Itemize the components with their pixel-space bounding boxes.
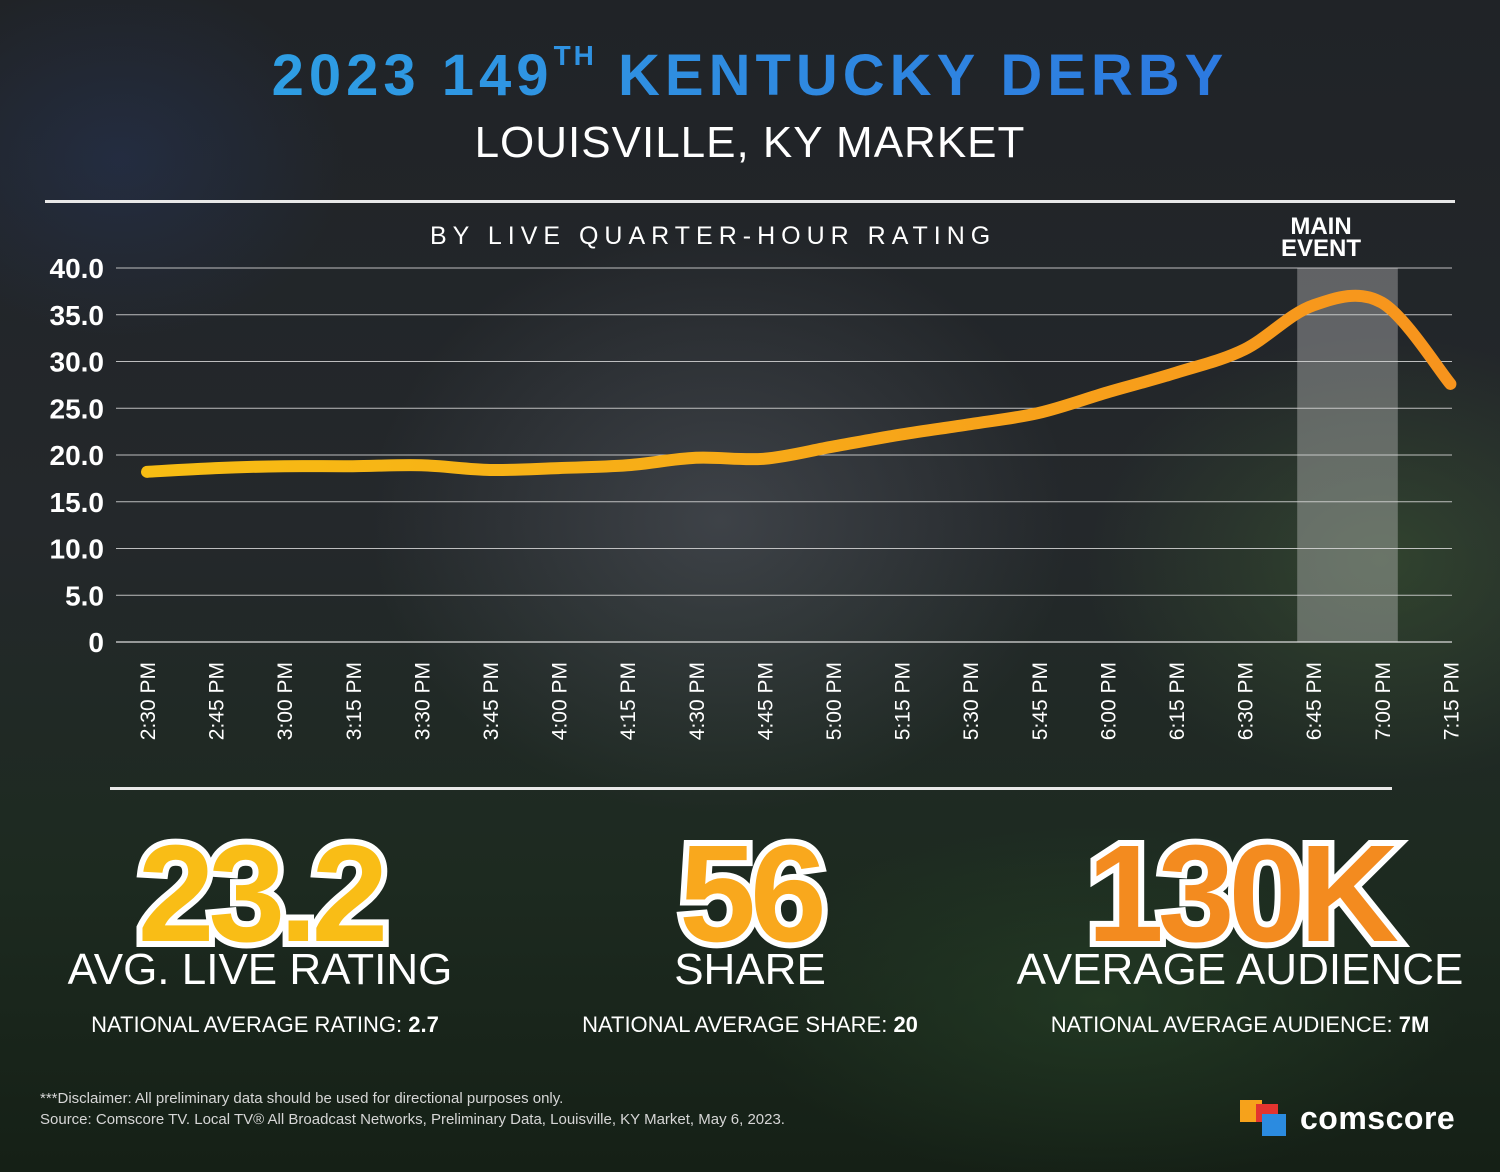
y-tick-label: 5.0 (65, 580, 104, 611)
y-tick-label: 20.0 (50, 440, 105, 471)
rating-point-6-15-pm (1170, 367, 1182, 379)
x-tick-label: 4:45 PM (754, 662, 777, 740)
x-tick-label: 6:00 PM (1097, 662, 1120, 740)
x-tick-label: 5:45 PM (1029, 662, 1052, 740)
y-tick-label: 10.0 (50, 534, 105, 565)
x-tick-label: 5:30 PM (960, 662, 983, 740)
x-tick-label: 7:00 PM (1372, 662, 1395, 740)
share-value: 56 (673, 811, 833, 977)
main-event-label-line2: EVENT (1280, 235, 1361, 262)
x-tick-label: 5:15 PM (892, 662, 915, 740)
x-tick-label: 6:15 PM (1166, 662, 1189, 740)
bottom-divider (110, 787, 1392, 790)
rating-point-6-45-pm (1307, 299, 1319, 311)
y-tick-label: 30.0 (50, 347, 105, 378)
rating-point-4-45-pm (758, 453, 770, 465)
x-tick-label: 2:45 PM (206, 662, 229, 740)
chart-title: BY LIVE QUARTER-HOUR RATING (430, 222, 997, 250)
rating-point-5-45-pm (1033, 407, 1045, 419)
disclaimer-text: ***Disclaimer: All preliminary data shou… (40, 1090, 564, 1107)
top-divider (45, 200, 1455, 203)
x-tick-label: 4:00 PM (549, 662, 572, 740)
main-event-label-line1: MAIN (1290, 213, 1352, 240)
x-tick-label: 3:45 PM (480, 662, 503, 740)
rating-point-7-15-pm (1444, 378, 1456, 390)
x-tick-label: 4:30 PM (686, 662, 709, 740)
x-tick-label: 3:15 PM (343, 662, 366, 740)
y-tick-label: 25.0 (50, 393, 105, 424)
national-avg-audience-label: NATIONAL AVERAGE AUDIENCE: (1050, 1012, 1393, 1037)
rating-point-2-30-pm (141, 466, 153, 478)
source-text: Source: Comscore TV. Local TV® All Broad… (40, 1111, 785, 1128)
rating-point-5-00-pm (827, 441, 839, 453)
avg-rating-label: AVG. LIVE RATING (67, 945, 453, 994)
rating-point-4-30-pm (690, 452, 702, 464)
rating-point-6-30-pm (1239, 343, 1251, 355)
rating-point-3-30-pm (415, 459, 427, 471)
x-tick-label: 6:30 PM (1235, 662, 1258, 740)
page-subtitle: LOUISVILLE, KY MARKET (474, 118, 1026, 167)
rating-point-7-00-pm (1376, 297, 1388, 309)
rating-line-chart: 40.0 35.0 30.0 25.0 20.0 15.0 10.0 5.0 0 2:30 PM… (50, 253, 1463, 740)
avg-audience-value: 130K (1081, 811, 1405, 977)
x-tick-label: 5:00 PM (823, 662, 846, 740)
rating-point-4-00-pm (553, 462, 565, 474)
rating-point-3-45-pm (484, 464, 496, 476)
avg-rating-value: 23.2 (132, 811, 395, 977)
share-label: SHARE (674, 945, 826, 994)
national-avg-rating-label: NATIONAL AVERAGE RATING: (91, 1012, 403, 1037)
rating-point-2-45-pm (210, 462, 222, 474)
x-tick-label: 3:30 PM (411, 662, 434, 740)
national-avg-audience-value: 7M (1398, 1012, 1430, 1037)
x-tick-label: 7:15 PM (1440, 662, 1463, 740)
y-tick-label: 0 (88, 627, 104, 658)
national-avg-rating-value: 2.7 (408, 1012, 439, 1037)
x-tick-label: 3:00 PM (274, 662, 297, 740)
national-avg-audience: NATIONAL AVERAGE AUDIENCE: 7M (990, 1012, 1490, 1038)
disclaimer: ***Disclaimer: All preliminary data shou… (40, 1088, 785, 1130)
x-tick-label: 4:15 PM (617, 662, 640, 740)
rating-point-5-30-pm (964, 418, 976, 430)
main-event-label: MAIN EVENT (1255, 213, 1387, 262)
x-tick-label: 6:45 PM (1303, 662, 1326, 740)
rating-point-3-15-pm (347, 460, 359, 472)
rating-point-4-15-pm (621, 459, 633, 471)
comscore-logo-text: comscore (1300, 1100, 1456, 1136)
x-tick-label: 2:30 PM (137, 662, 160, 740)
rating-point-3-00-pm (278, 460, 290, 472)
y-tick-label: 40.0 (50, 253, 105, 284)
rating-point-6-00-pm (1101, 386, 1113, 398)
y-tick-label: 35.0 (50, 300, 105, 331)
national-avg-share-value: 20 (893, 1012, 918, 1037)
comscore-logo: comscore (1240, 1098, 1460, 1140)
national-avg-share-label: NATIONAL AVERAGE SHARE: (582, 1012, 888, 1037)
comscore-logo-icon (1240, 1100, 1286, 1136)
national-avg-share: NATIONAL AVERAGE SHARE: 20 (500, 1012, 1000, 1038)
national-avg-rating: NATIONAL AVERAGE RATING: 2.7 (20, 1012, 510, 1038)
rating-point-5-15-pm (896, 428, 908, 440)
avg-audience-label: AVERAGE AUDIENCE (1016, 945, 1464, 994)
y-tick-label: 15.0 (50, 487, 105, 518)
rating-series-line (141, 289, 1457, 478)
